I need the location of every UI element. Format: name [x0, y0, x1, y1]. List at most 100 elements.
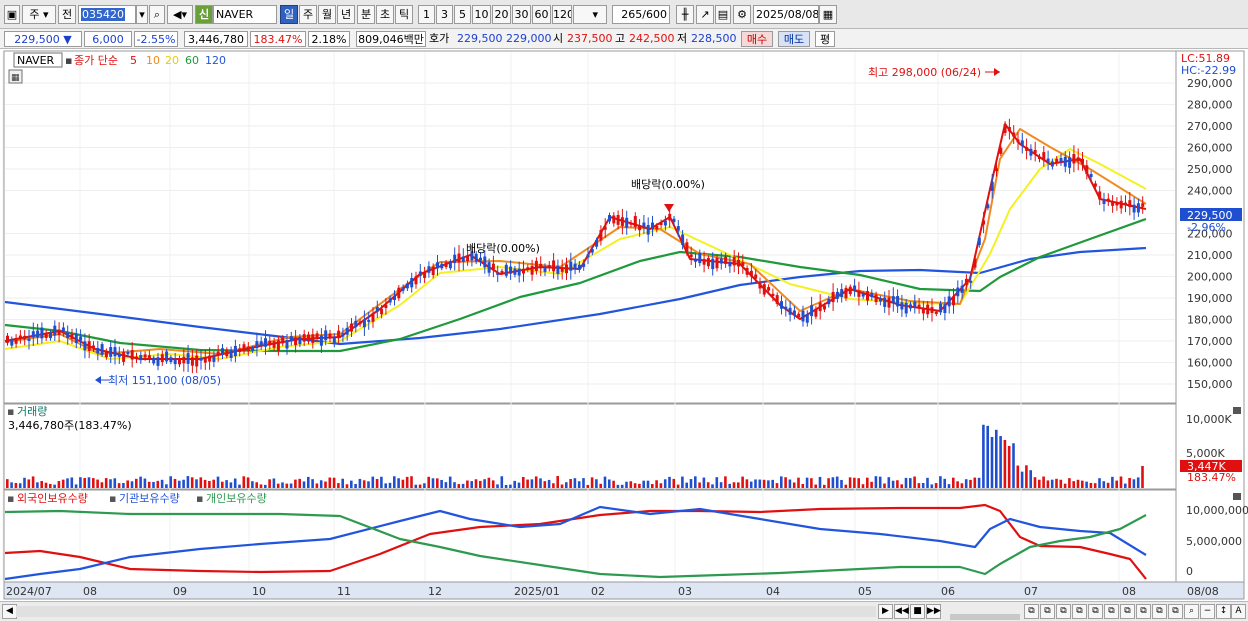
volume-bar: [995, 429, 998, 488]
volume-bar: [427, 476, 430, 488]
indicator-icon[interactable]: ↗: [696, 5, 714, 24]
volume-bar: [1016, 465, 1020, 488]
period-day[interactable]: 일: [280, 5, 298, 24]
legend-bullet: ▪: [65, 54, 72, 67]
layout-icon-3[interactable]: ⧉: [1056, 604, 1071, 619]
move-icon[interactable]: ↕: [1216, 604, 1231, 619]
minute-3[interactable]: 3: [436, 5, 453, 24]
minute-30[interactable]: 30: [512, 5, 531, 24]
stock-chart[interactable]: 290,000 280,000 270,000 260,000 250,000 240,0…: [0, 49, 1248, 601]
calendar-icon[interactable]: ▦: [819, 5, 837, 24]
volume-bar: [27, 479, 31, 488]
volume-bar: [405, 476, 409, 488]
save-icon[interactable]: ▤: [715, 5, 731, 24]
date-field[interactable]: 2025/08/08: [753, 5, 819, 24]
candle-body: [504, 264, 508, 276]
volume-bar: [49, 483, 52, 488]
candle-body: [302, 334, 306, 342]
zoom-in-icon[interactable]: ⌕: [1184, 604, 1199, 619]
count-field[interactable]: 265/600: [612, 5, 670, 24]
volume-bar: [560, 484, 564, 488]
candle-body: [749, 270, 753, 277]
calculator-icon[interactable]: [8, 69, 23, 84]
period-year[interactable]: 년: [337, 5, 355, 24]
window-icon[interactable]: ▣: [4, 5, 20, 24]
stock-code-input[interactable]: 035420: [78, 5, 136, 24]
sell-button[interactable]: 매도: [778, 31, 810, 47]
layout-icon-10[interactable]: ⧉: [1168, 604, 1183, 619]
volume-bar: [1119, 476, 1123, 488]
zoom-slider[interactable]: [950, 614, 1020, 620]
candle-body: [835, 291, 839, 299]
volume-bar: [315, 483, 319, 488]
stop-icon[interactable]: ■: [910, 604, 925, 619]
layout-icon-2[interactable]: ⧉: [1040, 604, 1055, 619]
horizontal-scrollbar[interactable]: [16, 606, 876, 617]
custom-period-dropdown[interactable]: ▾: [573, 5, 607, 24]
volume-pane-close-icon[interactable]: [1233, 407, 1241, 414]
period-dropdown-label: 주: [29, 8, 40, 21]
candle-body: [410, 277, 414, 288]
candle-body: [1016, 139, 1020, 143]
volume-bar: [113, 478, 117, 488]
period-month[interactable]: 월: [318, 5, 336, 24]
zoom-out-icon[interactable]: −: [1200, 604, 1215, 619]
minute-5[interactable]: 5: [454, 5, 471, 24]
minute-10[interactable]: 10: [472, 5, 491, 24]
buy-button[interactable]: 매수: [741, 31, 773, 47]
change-percent: -2.55%: [134, 31, 178, 47]
period-dropdown[interactable]: 주 ▾: [22, 5, 56, 24]
period-tick[interactable]: 틱: [395, 5, 413, 24]
volume-bar: [208, 480, 211, 488]
candle-body: [788, 307, 792, 315]
volume-bar: [711, 484, 714, 488]
volume-bar: [947, 484, 951, 488]
volume-bar: [844, 484, 848, 488]
fast-forward-icon[interactable]: ▶▶: [926, 604, 941, 619]
code-dropdown-icon[interactable]: ▾: [136, 5, 148, 24]
scroll-left-icon[interactable]: ◀: [2, 604, 17, 619]
layout-icon-1[interactable]: ⧉: [1024, 604, 1039, 619]
volume-bar: [302, 481, 306, 488]
candle-body: [423, 272, 427, 278]
candle-body: [496, 272, 500, 275]
volume-bar: [259, 484, 263, 488]
search-icon[interactable]: ⌕: [149, 5, 165, 24]
candle-body: [259, 341, 263, 346]
layout-icon-8[interactable]: ⧉: [1136, 604, 1151, 619]
prev-button[interactable]: 전: [58, 5, 76, 24]
volume-bar: [169, 476, 172, 488]
volume-bar: [866, 477, 869, 488]
period-second[interactable]: 초: [376, 5, 394, 24]
eval-button[interactable]: 평: [815, 31, 835, 47]
candle-body: [509, 266, 513, 274]
candle-body: [878, 299, 882, 302]
volume-bar: [956, 481, 959, 488]
layout-icon-7[interactable]: ⧉: [1120, 604, 1135, 619]
minute-1[interactable]: 1: [418, 5, 435, 24]
minute-60[interactable]: 60: [532, 5, 551, 24]
legend-ma20: 20: [165, 54, 179, 67]
rewind-icon[interactable]: ◀◀: [894, 604, 909, 619]
layout-icon-4[interactable]: ⧉: [1072, 604, 1087, 619]
candle-body: [805, 314, 809, 323]
layout-icon-5[interactable]: ⧉: [1088, 604, 1103, 619]
layout-icon-9[interactable]: ⧉: [1152, 604, 1167, 619]
stock-name-field[interactable]: NAVER: [213, 5, 277, 24]
holdings-pane-close-icon[interactable]: [1233, 493, 1241, 500]
speaker-icon[interactable]: ◀▾: [167, 5, 193, 24]
high-annotation: 최고 298,000 (06/24): [868, 66, 981, 79]
candle-body: [1136, 203, 1140, 213]
layout-icon-6[interactable]: ⧉: [1104, 604, 1119, 619]
volume-bar: [470, 481, 473, 488]
scroll-right-icon[interactable]: ▶: [878, 604, 893, 619]
period-minute[interactable]: 분: [357, 5, 375, 24]
gear-icon[interactable]: ⚙: [733, 5, 751, 24]
volume-bar: [410, 476, 413, 488]
candle-type-icon[interactable]: ╫: [676, 5, 694, 24]
minute-120[interactable]: 120: [552, 5, 572, 24]
period-week[interactable]: 주: [299, 5, 317, 24]
minute-20[interactable]: 20: [492, 5, 511, 24]
font-size-icon[interactable]: A: [1231, 604, 1246, 619]
volume-bar: [74, 484, 78, 488]
